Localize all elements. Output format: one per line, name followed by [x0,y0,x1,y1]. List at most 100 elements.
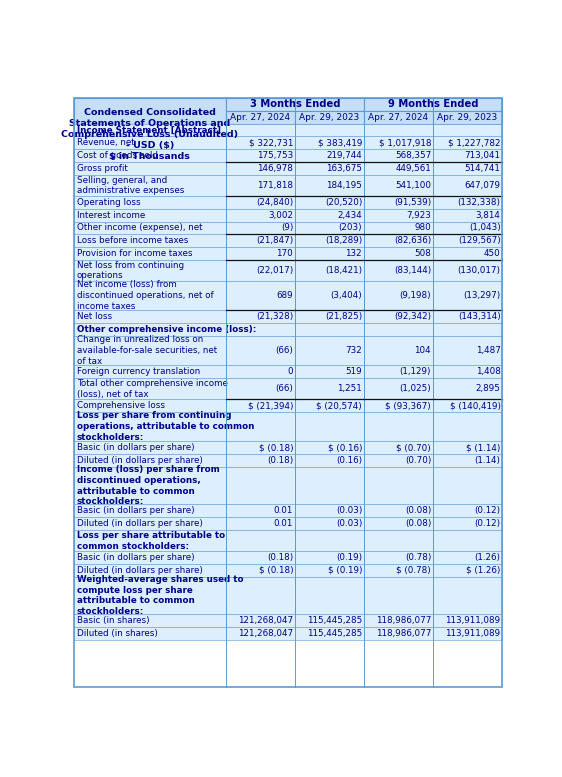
Bar [295,441,364,454]
Bar [364,336,433,365]
Text: $ (1.14): $ (1.14) [466,443,501,452]
Bar [364,281,433,310]
Text: Foreign currency translation: Foreign currency translation [77,368,200,376]
Bar [295,209,364,221]
Bar [364,412,433,441]
Text: Condensed Consolidated
Statements of Operations and
Comprehensive Loss (Unaudite: Condensed Consolidated Statements of Ope… [61,107,238,161]
Bar [364,111,433,124]
Bar [364,221,433,235]
Text: Apr. 29, 2023: Apr. 29, 2023 [437,113,498,122]
Text: (66): (66) [275,384,293,393]
Text: Weighted-average shares used to
compute loss per share
attributable to common
st: Weighted-average shares used to compute … [77,575,243,616]
Text: (130,017): (130,017) [457,266,501,275]
Text: Provision for income taxes: Provision for income taxes [77,249,192,258]
Bar [364,399,433,412]
Text: $ (0.78): $ (0.78) [396,566,431,575]
Text: (83,144): (83,144) [394,266,431,275]
Bar [364,235,433,247]
Bar [226,124,295,137]
Text: 450: 450 [484,249,501,258]
Bar [433,336,502,365]
Text: Loss per share from continuing
operations, attributable to common
stockholders:: Loss per share from continuing operation… [77,411,254,442]
Bar [364,517,433,530]
Bar [74,399,226,412]
Text: Income (loss) per share from
discontinued operations,
attributable to common
sto: Income (loss) per share from discontinue… [77,465,220,507]
Bar [226,281,295,310]
Text: $ (93,367): $ (93,367) [386,401,431,410]
Text: 2,434: 2,434 [337,211,362,220]
Bar [226,221,295,235]
Bar [226,235,295,247]
Bar [433,627,502,640]
Bar [74,564,226,577]
Text: $ 1,227,782: $ 1,227,782 [448,138,501,148]
Text: $ (20,574): $ (20,574) [316,401,362,410]
Bar [433,454,502,467]
Bar [433,247,502,260]
Bar [74,627,226,640]
Text: 541,100: 541,100 [395,181,431,190]
Text: 163,675: 163,675 [326,164,362,173]
Bar [364,530,433,551]
Bar [433,399,502,412]
Text: (129,567): (129,567) [458,236,501,246]
Bar [295,281,364,310]
Text: 732: 732 [346,346,362,355]
Bar [74,310,226,323]
Bar [433,221,502,235]
Text: (0.08): (0.08) [405,519,431,528]
Bar [364,175,433,196]
Text: Loss before income taxes: Loss before income taxes [77,236,188,246]
Text: Basic (in dollars per share): Basic (in dollars per share) [77,443,194,452]
Bar [364,615,433,627]
Bar [433,467,502,504]
Bar [433,365,502,378]
Text: 171,818: 171,818 [257,181,293,190]
Bar [226,467,295,504]
Bar [433,577,502,615]
Bar [295,235,364,247]
Bar [226,137,295,149]
Text: 170: 170 [277,249,293,258]
Bar [74,378,226,399]
Bar [295,137,364,149]
Bar [295,162,364,175]
Text: (0.18): (0.18) [267,456,293,465]
Bar [74,209,226,221]
Text: 519: 519 [346,368,362,376]
Bar [74,551,226,564]
Bar [74,336,226,365]
Bar [74,149,226,162]
Text: 146,978: 146,978 [257,164,293,173]
Bar [295,551,364,564]
Bar [364,310,433,323]
Bar [74,281,226,310]
Bar [433,310,502,323]
Text: 2,895: 2,895 [475,384,501,393]
Bar [226,336,295,365]
Text: Diluted (in dollars per share): Diluted (in dollars per share) [77,519,203,528]
Text: $ 322,731: $ 322,731 [249,138,293,148]
Text: Comprehensive loss: Comprehensive loss [77,401,165,410]
Text: $ (0.18): $ (0.18) [259,443,293,452]
Bar [74,365,226,378]
Bar [433,378,502,399]
Bar [74,441,226,454]
Text: (66): (66) [275,346,293,355]
Text: 0.01: 0.01 [274,507,293,515]
Bar [364,467,433,504]
Bar [364,124,433,137]
Bar [295,336,364,365]
Text: Total other comprehensive income
(loss), net of tax: Total other comprehensive income (loss),… [77,378,228,399]
Bar [433,162,502,175]
Bar [74,235,226,247]
Text: Apr. 27, 2024: Apr. 27, 2024 [368,113,428,122]
Text: $ (140,419): $ (140,419) [450,401,501,410]
Bar [74,577,226,615]
Bar [226,517,295,530]
Text: 689: 689 [277,291,293,300]
Text: 449,561: 449,561 [396,164,431,173]
Bar [226,504,295,517]
Text: (18,289): (18,289) [325,236,362,246]
Bar [433,323,502,336]
